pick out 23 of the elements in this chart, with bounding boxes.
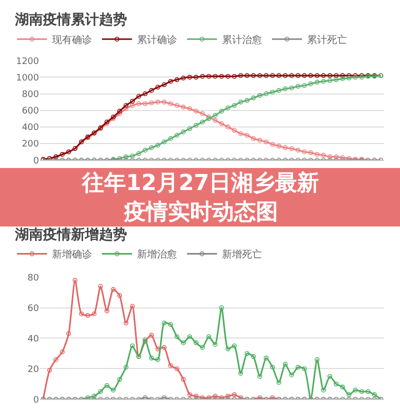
y-tick-label: 40: [28, 334, 40, 344]
y-tick-label: 1000: [16, 73, 40, 84]
legend-label: 累计死亡: [307, 34, 347, 46]
legend-label: 新增治愈: [137, 248, 177, 261]
y-tick-label: 400: [22, 123, 40, 134]
chart-title: 湖南疫情新增趋势: [14, 226, 127, 243]
text: 疫情实时动态图: [123, 199, 278, 225]
legend-label: 新增死亡: [222, 248, 262, 261]
y-tick-label: 1200: [16, 56, 40, 67]
y-tick-label: 20: [28, 364, 40, 375]
legend-label: 累计确诊: [137, 34, 177, 46]
legend-label: 累计治愈: [222, 34, 262, 46]
chart-title: 湖南疫情累计趋势: [14, 11, 127, 28]
y-tick-label: 60: [28, 304, 40, 314]
y-tick-label: 600: [22, 106, 40, 117]
legend-label: 现有确诊: [52, 34, 92, 46]
y-tick-label: 800: [22, 90, 40, 100]
text: 往年12月27日湘乡最新: [81, 170, 320, 196]
y-tick-label: 0: [33, 395, 40, 406]
y-tick-label: 0: [33, 156, 40, 166]
y-tick-label: 200: [22, 140, 40, 150]
legend-label: 新增确诊: [52, 248, 92, 261]
y-tick-label: 80: [28, 273, 40, 284]
